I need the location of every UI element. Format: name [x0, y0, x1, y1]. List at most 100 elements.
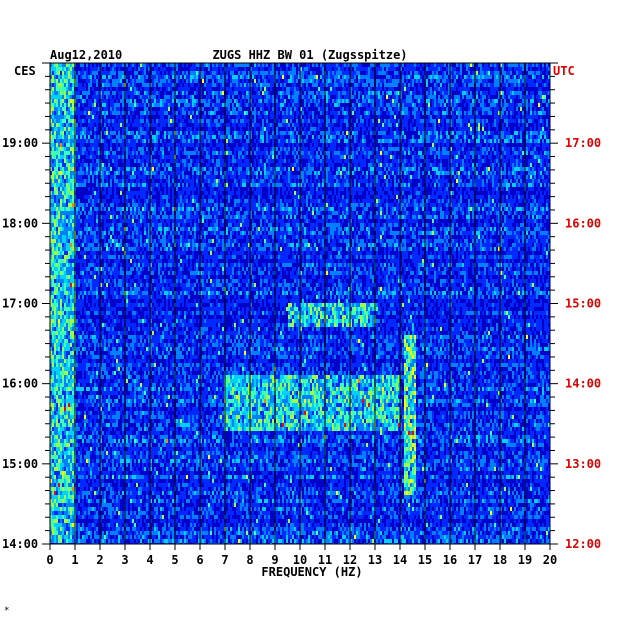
heatmap-cell — [446, 123, 448, 127]
heatmap-cell — [240, 87, 242, 91]
heatmap-cell — [404, 91, 406, 95]
heatmap-cell — [488, 103, 490, 107]
heatmap-cell — [362, 67, 364, 71]
heatmap-cell — [322, 127, 324, 131]
heatmap-cell — [178, 139, 180, 143]
heatmap-cell — [480, 123, 482, 127]
heatmap-cell — [430, 115, 432, 119]
heatmap-cell — [102, 115, 104, 119]
heatmap-cell — [118, 87, 120, 91]
heatmap-cell — [184, 75, 186, 79]
heatmap-cell — [388, 115, 390, 119]
heatmap-cell — [430, 75, 432, 79]
heatmap-cell — [240, 139, 242, 143]
heatmap-cell — [208, 119, 210, 123]
heatmap-cell — [482, 99, 484, 103]
heatmap-cell — [288, 135, 290, 139]
heatmap-cell — [292, 107, 294, 111]
heatmap-cell — [530, 119, 532, 123]
heatmap-cell — [76, 63, 78, 67]
heatmap-cell — [216, 127, 218, 131]
heatmap-cell — [382, 123, 384, 127]
heatmap-cell — [270, 107, 272, 111]
heatmap-cell — [184, 127, 186, 131]
heatmap-cell — [310, 71, 312, 75]
heatmap-cell — [164, 103, 166, 107]
heatmap-cell — [480, 83, 482, 87]
heatmap-cell — [492, 67, 494, 71]
heatmap-cell — [72, 91, 74, 95]
heatmap-cell — [446, 131, 448, 135]
heatmap-cell — [218, 91, 220, 95]
heatmap-cell — [62, 123, 64, 127]
heatmap-cell — [80, 111, 82, 115]
heatmap-cell — [80, 135, 82, 139]
heatmap-cell — [220, 107, 222, 111]
heatmap-cell — [172, 131, 174, 135]
heatmap-cell — [178, 83, 180, 87]
heatmap-cell — [528, 99, 530, 103]
heatmap-cell — [420, 123, 422, 127]
heatmap-cell — [518, 119, 520, 123]
heatmap-cell — [492, 95, 494, 99]
heatmap-cell — [484, 103, 486, 107]
heatmap-cell — [488, 123, 490, 127]
heatmap-cell — [154, 111, 156, 115]
heatmap-cell — [306, 75, 308, 79]
heatmap-cell — [522, 67, 524, 71]
heatmap-cell — [346, 115, 348, 119]
heatmap-cell — [484, 107, 486, 111]
heatmap-cell — [446, 75, 448, 79]
heatmap-cell — [318, 63, 320, 67]
heatmap-cell — [388, 123, 390, 127]
heatmap-cell — [126, 107, 128, 111]
heatmap-cell — [514, 95, 516, 99]
heatmap-cell — [426, 115, 428, 119]
heatmap-cell — [102, 99, 104, 103]
heatmap-cell — [242, 63, 244, 67]
heatmap-cell — [330, 103, 332, 107]
heatmap-cell — [286, 119, 288, 123]
heatmap-cell — [180, 71, 182, 75]
heatmap-cell — [488, 139, 490, 143]
heatmap-cell — [96, 99, 98, 103]
heatmap-cell — [438, 91, 440, 95]
heatmap-cell — [534, 87, 536, 91]
heatmap-cell — [442, 123, 444, 127]
heatmap-cell — [176, 131, 178, 135]
heatmap-cell — [172, 111, 174, 115]
heatmap-cell — [204, 127, 206, 131]
heatmap-cell — [120, 71, 122, 75]
heatmap-cell — [88, 127, 90, 131]
heatmap-cell — [306, 99, 308, 103]
heatmap-cell — [370, 119, 372, 123]
heatmap-cell — [544, 99, 546, 103]
heatmap-cell — [84, 123, 86, 127]
heatmap-cell — [538, 91, 540, 95]
heatmap-cell — [508, 111, 510, 115]
heatmap-cell — [504, 91, 506, 95]
heatmap-cell — [338, 107, 340, 111]
heatmap-cell — [88, 99, 90, 103]
heatmap-cell — [288, 127, 290, 131]
heatmap-cell — [346, 127, 348, 131]
heatmap-cell — [130, 135, 132, 139]
heatmap-cell — [528, 87, 530, 91]
heatmap-cell — [492, 63, 494, 67]
heatmap-cell — [330, 111, 332, 115]
heatmap-cell — [362, 107, 364, 111]
heatmap-cell — [466, 79, 468, 83]
heatmap-cell — [152, 71, 154, 75]
heatmap-cell — [302, 63, 304, 67]
heatmap-cell — [308, 119, 310, 123]
heatmap-cell — [218, 111, 220, 115]
heatmap-cell — [114, 139, 116, 143]
heatmap-cell — [192, 99, 194, 103]
heatmap-cell — [204, 139, 206, 143]
heatmap-cell — [110, 107, 112, 111]
heatmap-cell — [234, 139, 236, 143]
heatmap-cell — [286, 111, 288, 115]
heatmap-cell — [494, 91, 496, 95]
heatmap-cell — [328, 95, 330, 99]
heatmap-cell — [512, 99, 514, 103]
